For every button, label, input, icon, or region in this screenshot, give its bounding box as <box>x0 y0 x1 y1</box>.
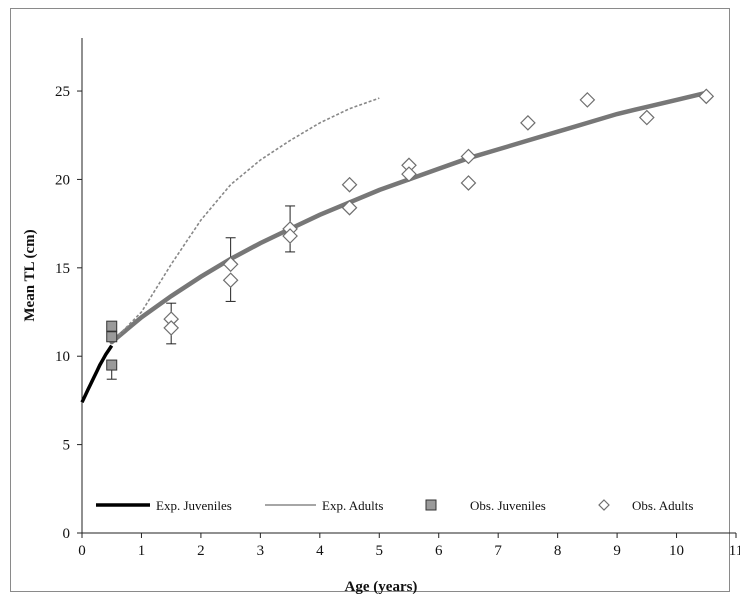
x-tick-label-9: 9 <box>613 543 621 559</box>
y-tick-label-0: 0 <box>63 526 71 542</box>
x-tick-label-7: 7 <box>494 543 502 559</box>
series-line-fit <box>109 90 709 345</box>
point-obs-adults-12 <box>520 115 536 131</box>
legend-label-exp-adults: Exp. Adults <box>322 498 383 513</box>
y-tick-label-1: 5 <box>63 438 71 454</box>
point-obs-adults-7 <box>341 199 358 216</box>
x-tick-label-10: 10 <box>669 543 684 559</box>
point-obs-adults-13 <box>579 92 596 108</box>
legend-swatch-obs-adults <box>598 499 610 511</box>
chart-frame <box>10 8 730 592</box>
point-obs-adults-5 <box>282 228 298 244</box>
y-tick-label-2: 10 <box>55 349 70 365</box>
point-obs-adults-11 <box>460 175 477 191</box>
x-tick-label-5: 5 <box>376 543 384 559</box>
point-obs-juveniles-1 <box>106 331 118 343</box>
x-tick-label-2: 2 <box>197 543 205 559</box>
point-obs-adults-10 <box>460 148 477 165</box>
y-tick-label-5: 25 <box>55 84 70 100</box>
x-tick-label-0: 0 <box>78 543 86 559</box>
x-ticks: 0 1 2 3 4 5 6 7 8 9 10 11 <box>78 533 740 559</box>
x-tick-label-8: 8 <box>554 543 562 559</box>
point-obs-adults-6 <box>341 176 358 193</box>
x-axis-title: Age (years) <box>345 579 418 595</box>
y-axis-title: Mean TL (cm) <box>22 229 38 321</box>
y-ticks: 0 5 10 15 20 25 <box>55 84 82 542</box>
point-obs-adults-2 <box>222 256 239 273</box>
plot-area <box>80 88 715 403</box>
series-line-exp-adults <box>111 97 380 343</box>
point-obs-adults-9 <box>401 166 417 182</box>
legend-swatch-obs-juveniles <box>425 499 437 511</box>
point-obs-adults-15 <box>698 88 715 105</box>
point-obs-juveniles-2 <box>106 359 118 371</box>
axes: 0 1 2 3 4 5 6 7 8 9 10 11 0 5 10 15 20 25 Age (years) Me… <box>22 38 740 595</box>
point-obs-adults-14 <box>638 109 655 126</box>
x-tick-label-4: 4 <box>316 543 324 559</box>
legend: Exp. Juveniles Exp. Adults Obs. Juvenile… <box>96 498 693 513</box>
x-tick-label-3: 3 <box>257 543 265 559</box>
legend-label-obs-adults: Obs. Adults <box>632 498 693 513</box>
legend-label-obs-juveniles: Obs. Juveniles <box>470 498 546 513</box>
series-line-exp-juveniles <box>80 344 114 403</box>
point-obs-adults-3 <box>222 272 239 289</box>
x-tick-label-1: 1 <box>138 543 146 559</box>
y-tick-label-3: 15 <box>55 261 70 277</box>
x-tick-label-11: 11 <box>729 543 740 559</box>
legend-label-exp-juveniles: Exp. Juveniles <box>156 498 232 513</box>
point-obs-juveniles-0 <box>106 320 118 332</box>
x-tick-label-6: 6 <box>435 543 443 559</box>
y-tick-label-4: 20 <box>55 172 70 188</box>
point-obs-adults-1 <box>163 320 180 336</box>
